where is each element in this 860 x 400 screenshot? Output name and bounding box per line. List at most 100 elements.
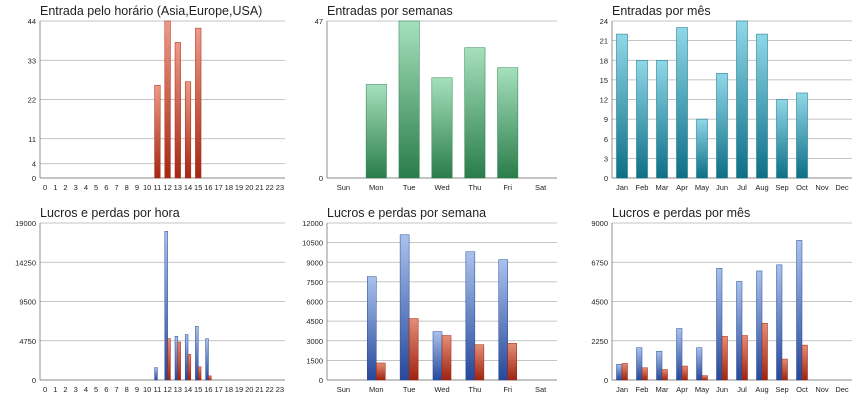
- x-tick-label: 18: [225, 385, 233, 394]
- y-tick-label: 9000: [591, 219, 608, 228]
- bar-fri: [497, 67, 519, 179]
- bar-feb: [636, 60, 648, 179]
- bar-wed: [441, 335, 452, 381]
- x-tick-label: Nov: [815, 385, 829, 394]
- x-tick-label: Apr: [676, 385, 688, 394]
- x-tick-label: 0: [43, 385, 47, 394]
- bar-14: [184, 334, 189, 381]
- y-tick-label: 7500: [306, 278, 323, 287]
- bar-13: [174, 335, 179, 381]
- x-tick-label: 6: [104, 385, 108, 394]
- bar-jun: [716, 73, 728, 179]
- x-tick-label: Jan: [616, 183, 628, 192]
- x-tick-label: 3: [74, 183, 78, 192]
- bar-13: [177, 341, 181, 381]
- bar-15: [195, 326, 199, 381]
- y-tick-label: 4750: [19, 337, 36, 346]
- bar-16: [205, 338, 209, 381]
- y-tick-label: 14250: [15, 258, 36, 267]
- x-tick-label: 20: [245, 385, 253, 394]
- x-tick-label: 11: [153, 385, 161, 394]
- bar-thu: [474, 344, 485, 381]
- x-tick-label: 20: [245, 183, 253, 192]
- bar-mon: [367, 276, 377, 381]
- chart-panel-entries-by-week: Entradas por semanas 0 47 Sun Mon Tue Wed Thu F…: [315, 4, 557, 194]
- x-tick-label: Sep: [775, 385, 788, 394]
- x-tick-label: 22: [266, 183, 274, 192]
- chart-title: Entradas por semanas: [327, 4, 453, 18]
- bar-may: [701, 375, 708, 381]
- bar-13: [174, 42, 181, 179]
- y-tick-label: 11: [28, 135, 36, 144]
- x-tick-label: Apr: [676, 183, 688, 192]
- x-tick-label: 4: [84, 183, 88, 192]
- chart-title: Entradas por mês: [612, 4, 711, 18]
- y-tick-label: 4: [32, 160, 36, 169]
- y-tick-label: 12: [600, 96, 608, 105]
- bar-tue: [408, 318, 419, 381]
- chart-title: Lucros e perdas por mês: [612, 206, 751, 220]
- bar-apr: [681, 365, 688, 381]
- bar-jun: [716, 268, 723, 381]
- chart-title: Entrada pelo horário (Asia,Europe,USA): [40, 4, 263, 18]
- bar-14: [184, 81, 192, 179]
- bar-wed: [432, 331, 443, 381]
- bar-12: [167, 338, 171, 381]
- x-tick-label: 8: [125, 183, 129, 192]
- bar-tue: [398, 20, 420, 179]
- x-tick-label: 6: [104, 183, 108, 192]
- chart-panel-profit-loss-by-hour: Lucros e perdas por hora 0 4750 9500 14250 1…: [15, 206, 285, 396]
- x-tick-label: Sat: [535, 385, 547, 394]
- x-tick-label: 9: [135, 183, 139, 192]
- x-tick-label: Oct: [796, 183, 809, 192]
- x-tick-label: 17: [214, 183, 222, 192]
- bar-jan: [621, 363, 628, 381]
- x-tick-label: Tue: [403, 183, 416, 192]
- y-tick-label: 15: [600, 76, 608, 85]
- y-tick-label: 0: [319, 376, 323, 385]
- x-tick-label: 18: [225, 183, 233, 192]
- x-tick-label: 4: [84, 385, 88, 394]
- bar-feb: [641, 367, 648, 381]
- x-tick-label: Aug: [755, 183, 768, 192]
- x-tick-label: Jun: [716, 385, 728, 394]
- x-tick-label: Aug: [755, 385, 768, 394]
- y-tick-label: 44: [28, 17, 36, 26]
- x-tick-label: 22: [266, 385, 274, 394]
- bar-thu: [464, 47, 486, 179]
- y-tick-label: 33: [28, 56, 36, 65]
- bar-15: [195, 27, 202, 179]
- y-tick-label: 1500: [306, 356, 323, 365]
- y-tick-label: 9500: [19, 298, 36, 307]
- bar-jul: [736, 20, 748, 179]
- bar-thu: [465, 251, 476, 381]
- x-tick-label: 7: [114, 385, 118, 394]
- bar-may: [696, 347, 703, 381]
- chart-svg: 0 47 Sun Mon Tue Wed Thu Fri Sat: [315, 17, 557, 192]
- x-tick-label: Fri: [503, 385, 512, 394]
- x-tick-label: 23: [276, 183, 284, 192]
- y-tick-label: 0: [604, 376, 608, 385]
- y-tick-label: 24: [600, 17, 608, 26]
- bar-feb: [636, 347, 643, 381]
- chart-svg: 0 2250 4500 6750 9000 Jan Feb Mar Apr May Jun Jul Au…: [591, 219, 852, 394]
- x-tick-label: 13: [174, 385, 182, 394]
- chart-panel-entries-by-month: Entradas por mês 0 3 6 9 12 15 18 21 24 Jan Feb Mar…: [600, 4, 852, 194]
- x-tick-label: 17: [214, 385, 222, 394]
- y-tick-label: 3000: [306, 337, 323, 346]
- y-tick-label: 22: [28, 96, 36, 105]
- x-tick-label: 8: [125, 385, 129, 394]
- x-tick-label: 16: [204, 385, 212, 394]
- y-tick-label: 18: [600, 56, 608, 65]
- bar-mar: [656, 350, 663, 381]
- y-tick-label: 9000: [306, 258, 323, 267]
- chart-title: Lucros e perdas por hora: [40, 206, 180, 220]
- x-tick-label: 23: [276, 385, 284, 394]
- y-tick-label: 2250: [591, 337, 608, 346]
- x-tick-label: Oct: [796, 385, 809, 394]
- y-tick-label: 6000: [306, 298, 323, 307]
- x-tick-label: Nov: [815, 183, 829, 192]
- bar-apr: [676, 27, 688, 179]
- x-tick-label: 7: [114, 183, 118, 192]
- x-tick-label: 1: [53, 183, 57, 192]
